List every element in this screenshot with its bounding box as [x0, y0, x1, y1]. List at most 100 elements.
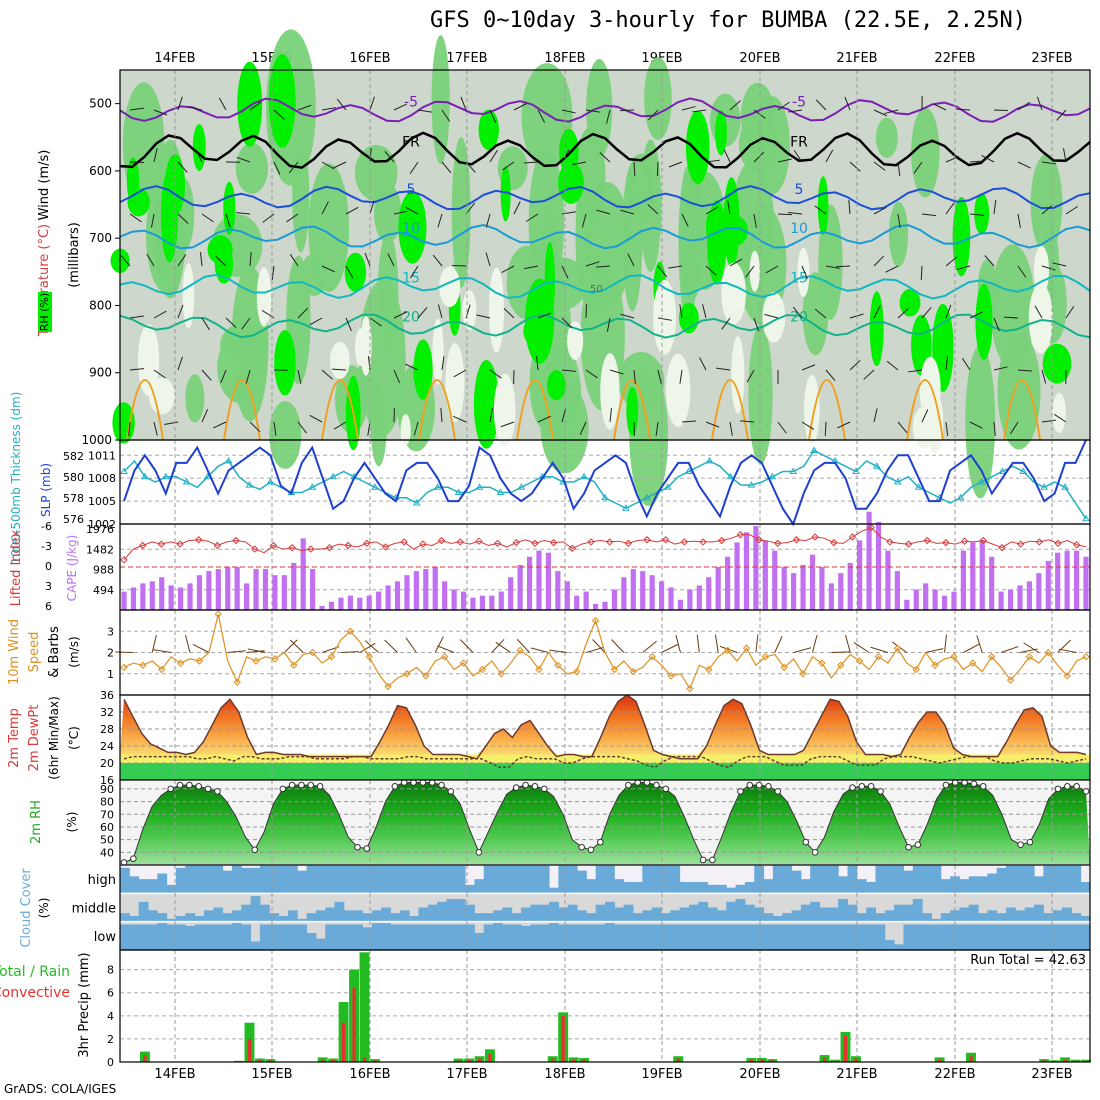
cape-bar	[394, 581, 401, 610]
wind-barb	[1062, 148, 1067, 163]
wind-barb	[273, 109, 285, 120]
cloud-bar-low	[418, 924, 429, 950]
wind-speed-point	[271, 655, 279, 663]
wind-barb	[523, 161, 539, 164]
ylabel-wind: Wind (m/s)	[37, 150, 52, 221]
cloud-bar-high	[996, 867, 1007, 894]
wind-barb	[1003, 316, 1019, 319]
cloud-bar-low	[1043, 924, 1054, 950]
cloud-bar-middle	[754, 907, 765, 922]
cloud-bar-low	[185, 925, 196, 950]
cloud-bar-high	[437, 865, 447, 894]
wind-barb	[620, 209, 635, 215]
precip-conv-bar	[258, 1059, 262, 1062]
li-point	[755, 536, 763, 544]
rh-point	[849, 784, 856, 791]
thickness-point	[872, 462, 881, 469]
cloud-bar-high	[418, 865, 429, 894]
top-date-label: 22FEB	[934, 51, 975, 66]
wind-barb	[441, 109, 451, 122]
wind-barb	[417, 307, 428, 319]
wind-barb	[129, 107, 144, 111]
rh-contour-90	[952, 196, 971, 277]
cloud-bar-middle	[660, 913, 671, 922]
cloud-bar-high	[530, 865, 541, 894]
precip-conv-bar	[676, 1058, 680, 1062]
rh-contour-70	[370, 383, 387, 467]
rh-contour-90	[869, 291, 884, 367]
wind-speed-point	[176, 659, 185, 667]
li-line	[123, 527, 1087, 561]
cloud-bar-high	[856, 879, 867, 894]
cloud-bar-high	[427, 865, 438, 894]
thickness-point	[684, 467, 693, 474]
thickness-tick-label: 580	[63, 471, 84, 484]
cloud-bar-high	[884, 865, 895, 894]
cloud-bar-high	[931, 865, 942, 894]
cloud-bar-middle	[838, 899, 848, 922]
cloud-bar-low	[894, 944, 904, 950]
thickness-point	[412, 499, 421, 506]
li-point	[419, 540, 427, 548]
wind-speed-point	[705, 665, 713, 674]
wind-barb	[345, 206, 359, 215]
rh-point	[130, 855, 137, 862]
cloud-bar-middle	[1015, 910, 1026, 922]
cloud-bar-low	[315, 938, 326, 950]
wind-barb	[537, 415, 551, 423]
cloud-bar-low	[875, 924, 886, 950]
wind-barb	[1041, 265, 1056, 271]
cloud-bar-middle	[884, 910, 895, 922]
cloud-bar-high	[987, 873, 998, 894]
cloud-bar-low	[241, 924, 252, 950]
wind-barb	[824, 421, 827, 437]
isotherm-label: FR	[790, 135, 808, 151]
cape-bar	[753, 526, 759, 610]
precip-conv-bar	[362, 1057, 367, 1062]
cloud-bar-low	[1052, 924, 1063, 950]
wind-barb	[945, 202, 955, 215]
cloud-bar-low	[483, 924, 494, 950]
cape-bar	[781, 567, 787, 610]
thickness-point	[371, 483, 379, 490]
isotherm-label: 15	[790, 271, 808, 287]
cape-tick-label: 1482	[86, 543, 114, 556]
rh-point	[512, 784, 520, 791]
rh-point	[540, 785, 548, 793]
rh-point	[251, 846, 259, 854]
rh-contour-dry	[488, 267, 504, 353]
cloud-bar-low	[670, 924, 681, 950]
cloud-bar-high	[959, 879, 970, 894]
cape-bar	[1026, 581, 1033, 610]
cape-bar	[300, 538, 306, 610]
wind-barb	[897, 421, 908, 434]
isotherm-label: 5	[795, 182, 804, 198]
wind-speed-point	[855, 657, 864, 665]
cloud-bar-high	[577, 870, 587, 894]
cloud-bar-middle	[623, 904, 634, 922]
cloud-bar-middle	[707, 907, 718, 922]
cloud-bar-middle	[325, 907, 336, 922]
precip-conv-bar	[854, 1058, 858, 1062]
li-point	[213, 541, 222, 550]
cloud-level-label: high	[88, 873, 116, 888]
cloud-bar-low	[521, 925, 531, 950]
cloud-bar-low	[931, 924, 942, 950]
li-point	[904, 540, 913, 548]
cloud-bar-low	[437, 924, 447, 950]
wind-barb	[321, 107, 336, 111]
isotherm-25	[223, 379, 261, 441]
rh-contour-90	[478, 109, 499, 151]
wind-barb	[679, 304, 683, 319]
bottom-date-label: 21FEB	[836, 1067, 877, 1082]
wind-speed-point	[1063, 672, 1071, 680]
cloud-bar-low	[493, 923, 503, 950]
wind-barb	[897, 308, 909, 319]
wind-speed-point	[742, 644, 751, 652]
wind-barb	[273, 421, 277, 436]
precip-conv-bar	[1063, 1059, 1067, 1062]
cloud-bar-middle	[371, 910, 382, 922]
wind-speed-line	[123, 614, 1087, 690]
li-point	[605, 538, 614, 546]
